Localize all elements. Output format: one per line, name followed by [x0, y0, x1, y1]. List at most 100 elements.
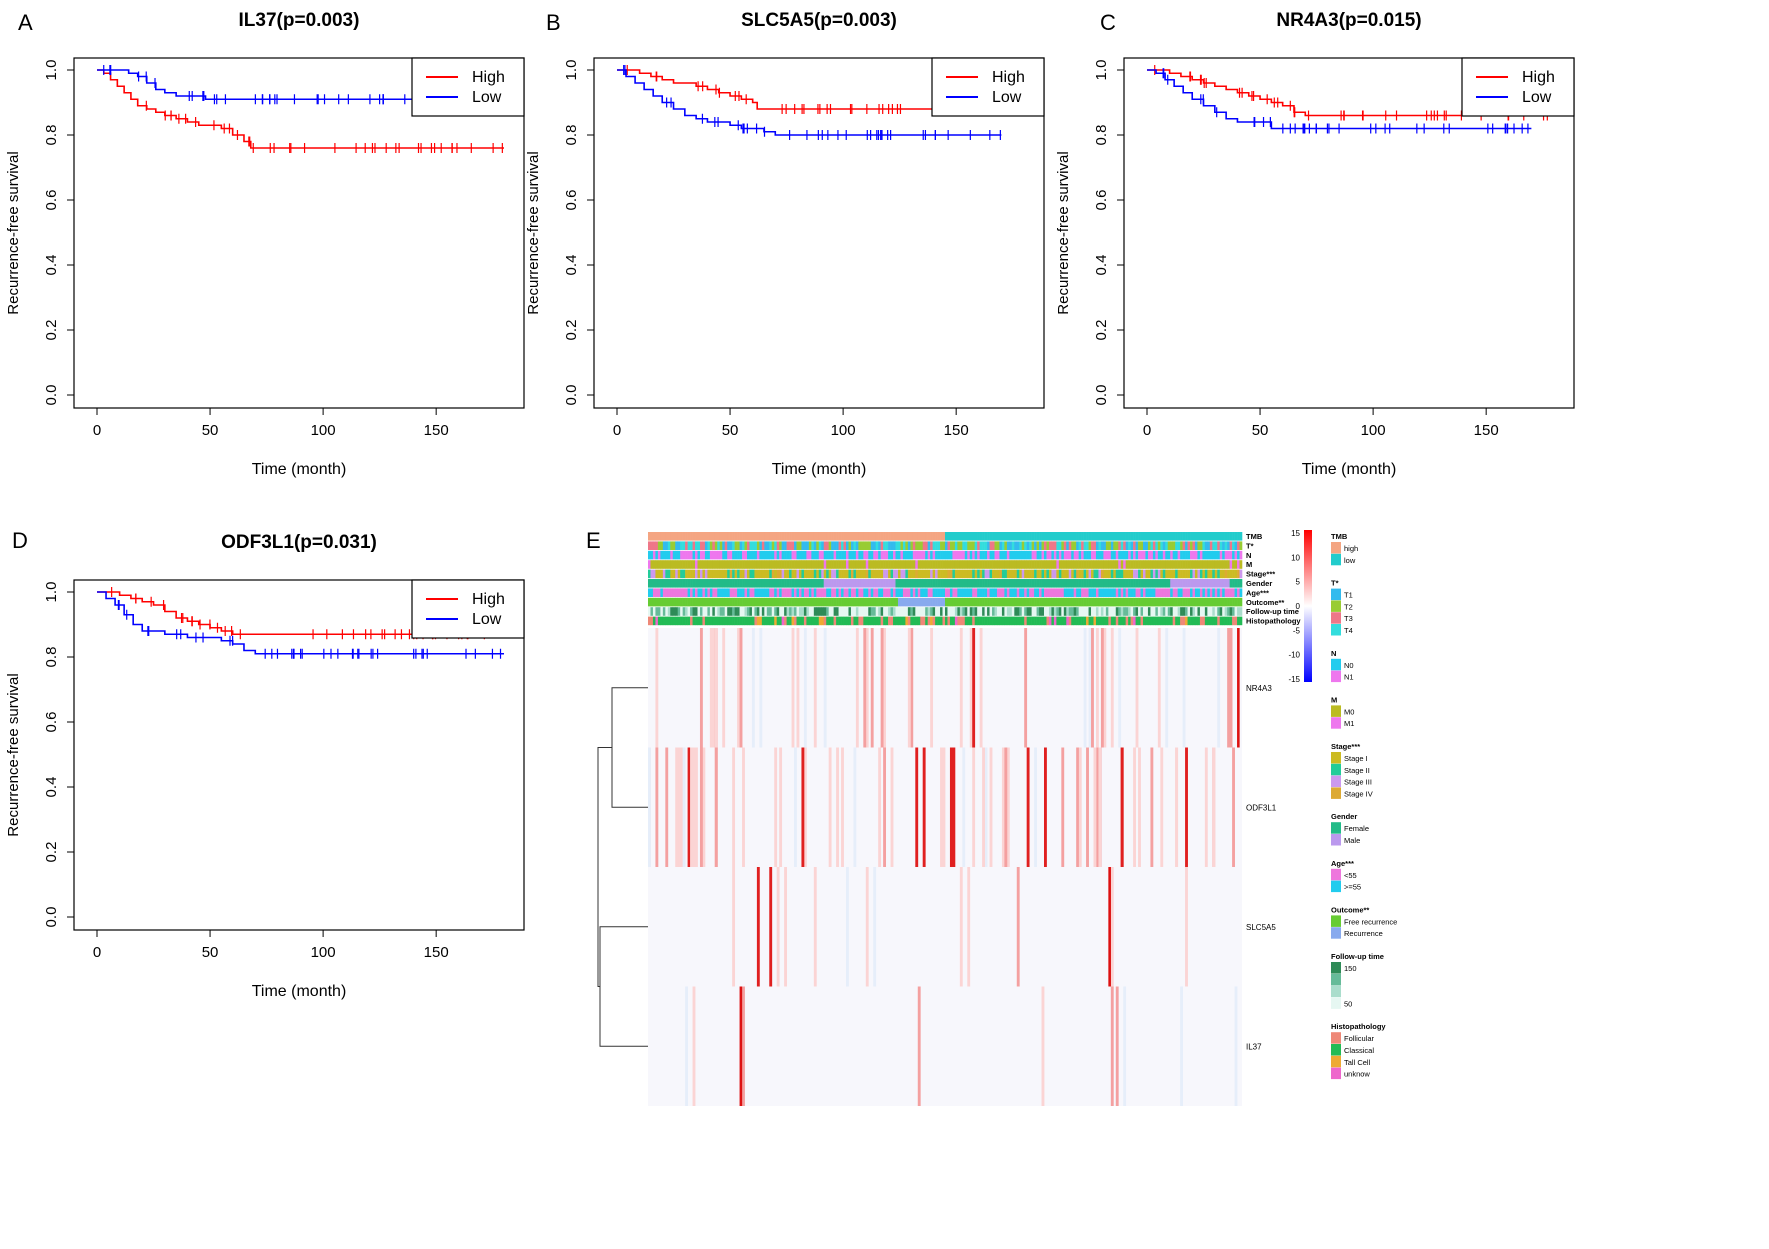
heatmap-cell [915, 747, 919, 867]
annotation-cell [771, 616, 775, 626]
annotation-cell [1143, 569, 1146, 579]
annotation-cell [1048, 616, 1052, 626]
annotation-cell [1239, 532, 1243, 541]
annotation-cell [1194, 588, 1198, 597]
annotation-cell [905, 588, 909, 597]
annotation-cell [1026, 616, 1030, 626]
annotation-cell [935, 541, 938, 550]
panel-letter: E [586, 528, 601, 553]
annotation-cell [789, 597, 792, 607]
annotation-cell [922, 616, 926, 626]
x-tick-label: 150 [1474, 422, 1499, 439]
annotation-cell [1011, 541, 1015, 550]
annotation-cell [1110, 550, 1114, 560]
annotation-cell [1150, 607, 1154, 616]
annotation-cell [858, 569, 862, 579]
annotation-cell [729, 560, 733, 569]
colorbar-tick-label: -10 [1288, 651, 1300, 660]
annotation-cell [1034, 597, 1037, 607]
annotation-cell [816, 550, 820, 560]
legend-item-label: >=55 [1344, 883, 1361, 892]
annotation-cell [729, 588, 733, 597]
annotation-cell [1039, 532, 1042, 541]
annotation-cell [1232, 541, 1235, 550]
annotation-cell [1039, 569, 1042, 579]
heatmap-cell [695, 747, 698, 867]
annotation-cell [648, 532, 651, 541]
annotation-cell [1232, 616, 1235, 626]
annotation-cell [784, 607, 787, 616]
annotation-cell [739, 607, 743, 616]
annotation-cell [823, 550, 827, 560]
annotation-cell [672, 616, 676, 626]
annotation-cell [1219, 616, 1223, 626]
annotation-cell [699, 607, 703, 616]
annotation-cell [1212, 532, 1216, 541]
annotation-cell [1108, 541, 1112, 550]
annotation-cell [1071, 550, 1074, 560]
annotation-cell [1093, 569, 1097, 579]
annotation-cell [1063, 579, 1067, 588]
heatmap-cell [1150, 747, 1154, 867]
annotation-cell [1048, 541, 1052, 550]
annotation-cell [828, 607, 832, 616]
annotation-cell [667, 597, 671, 607]
annotation-cell [672, 560, 676, 569]
annotation-cell [1155, 560, 1159, 569]
heatmap-cell [865, 628, 869, 748]
heatmap-cell [878, 747, 882, 867]
annotation-cell [870, 532, 874, 541]
annotation-cell [717, 597, 721, 607]
annotation-cell [1140, 588, 1144, 597]
annotation-cell [959, 579, 963, 588]
annotation-cell [900, 541, 904, 550]
annotation-cell [1115, 607, 1119, 616]
annotation-cell [747, 550, 750, 560]
annotation-cell [1026, 579, 1030, 588]
heatmap-cell [675, 747, 679, 867]
annotation-cell [665, 579, 669, 588]
annotation-cell [982, 550, 985, 560]
annotation-cell [702, 607, 706, 616]
annotation-cell [1098, 607, 1102, 616]
annotation-cell [719, 550, 723, 560]
annotation-cell [937, 607, 941, 616]
annotation-cell [1011, 569, 1015, 579]
annotation-cell [1133, 560, 1136, 569]
annotation-cell [974, 541, 978, 550]
annotation-cell [1182, 541, 1186, 550]
annotation-cell [1190, 560, 1193, 569]
annotation-cell [1019, 579, 1023, 588]
annotation-cell [1006, 541, 1010, 550]
annotation-cell [670, 560, 674, 569]
annotation-cell [952, 597, 956, 607]
annotation-cell [1152, 579, 1156, 588]
annotation-cell [1083, 588, 1087, 597]
annotation-cell [902, 616, 906, 626]
annotation-cell [742, 550, 745, 560]
annotation-cell [964, 569, 968, 579]
annotation-cell [1024, 616, 1027, 626]
annotation-cell [1214, 532, 1218, 541]
annotation-cell [1135, 550, 1139, 560]
y-tick-label: 0.4 [1093, 255, 1110, 276]
annotation-cell [865, 616, 869, 626]
annotation-cell [1048, 550, 1052, 560]
annotation-cell [821, 616, 825, 626]
annotation-cell [890, 569, 894, 579]
annotation-cell [831, 616, 834, 626]
annotation-cell [816, 569, 820, 579]
annotation-cell [776, 597, 780, 607]
annotation-cell [902, 607, 906, 616]
annotation-cell [766, 607, 770, 616]
annotation-cell [1051, 616, 1055, 626]
annotation-cell [999, 550, 1003, 560]
annotation-cell [1103, 560, 1107, 569]
annotation-cell [739, 550, 743, 560]
annotation-cell [1115, 579, 1119, 588]
annotation-cell [1044, 569, 1047, 579]
annotation-cell [1180, 607, 1183, 616]
annotation-cell [1157, 579, 1161, 588]
annotation-cell [1175, 532, 1178, 541]
annotation-cell [942, 560, 946, 569]
